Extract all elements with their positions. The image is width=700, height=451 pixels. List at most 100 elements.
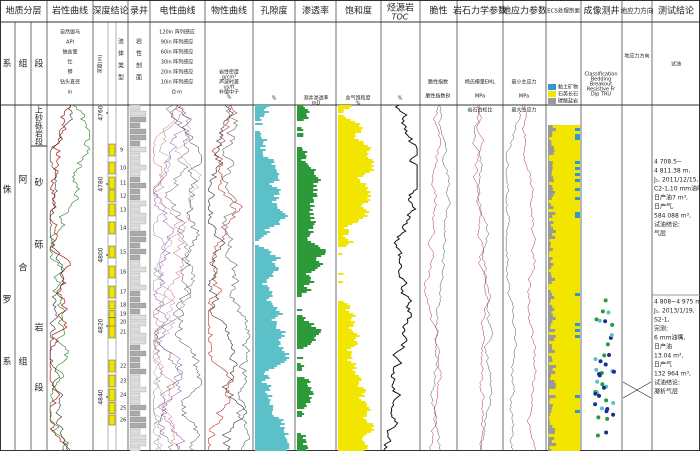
ecs-clay	[548, 368, 553, 371]
ecs-clay	[548, 305, 553, 308]
scale-label: MPa	[475, 94, 485, 100]
fill-bar	[338, 439, 363, 441]
layer-box	[108, 189, 116, 203]
fill-bar	[338, 163, 372, 165]
strata-label: 段	[34, 58, 43, 70]
fill-bar	[338, 437, 363, 439]
fill-bar	[297, 401, 311, 403]
fill-bar	[255, 369, 269, 371]
layer-number: 25	[120, 406, 126, 412]
fill-bar	[338, 241, 354, 243]
fill-bar	[297, 277, 311, 279]
fill-bar	[297, 189, 318, 191]
lith-block	[129, 194, 141, 201]
fill-bar	[338, 225, 349, 227]
layer-number: 21	[120, 330, 126, 336]
fill-bar	[255, 161, 275, 163]
lith-block	[129, 422, 147, 429]
fmi-dip	[604, 409, 609, 414]
log-curve	[472, 104, 491, 451]
fill-bar	[255, 433, 289, 435]
ecs-clay	[548, 173, 552, 176]
column-title: 地应力参数	[502, 5, 547, 17]
fill-bar	[338, 441, 365, 443]
fill-bar	[255, 363, 281, 365]
fill-bar	[338, 337, 356, 339]
lith-block	[129, 212, 147, 219]
ecs-clay	[548, 164, 553, 167]
scale-label: Classification	[584, 72, 617, 78]
fill-bar	[338, 425, 374, 427]
fill-bar	[297, 203, 310, 205]
log-curve	[423, 104, 442, 451]
fill-bar	[338, 309, 346, 311]
fill-bar	[255, 173, 280, 175]
lith-block	[129, 440, 147, 447]
fill-bar	[297, 227, 314, 229]
fill-bar	[255, 375, 269, 377]
fill-bar	[255, 261, 273, 263]
fill-bar	[255, 137, 262, 139]
ecs-clay	[548, 422, 550, 425]
fill-bar	[255, 135, 261, 137]
layer-number: 24	[120, 393, 126, 399]
fill-bar	[255, 191, 279, 193]
fill-bar	[338, 429, 374, 431]
fill-bar	[338, 317, 352, 319]
fill-bar	[255, 315, 278, 317]
ecs-legend-label: 黏土矿物	[558, 84, 578, 91]
scale-label: 地应力方向	[624, 53, 649, 60]
test-text: 132 964 m³,	[654, 371, 691, 378]
fill-bar	[255, 419, 284, 421]
scale-label: Breakout	[590, 82, 612, 88]
lith-block	[129, 356, 141, 363]
fill-bar	[338, 449, 365, 451]
fill-bar	[297, 325, 312, 327]
fill-bar	[338, 347, 352, 349]
fill-bar	[255, 255, 276, 257]
fill-bar	[255, 449, 287, 451]
strata-name: 砾	[34, 239, 43, 251]
lith-block	[129, 332, 147, 339]
fill-bar	[338, 371, 356, 373]
lith-block	[129, 272, 141, 279]
fmi-dip	[605, 416, 610, 421]
ecs-clay	[548, 191, 556, 194]
column-title: 岩性曲线	[52, 5, 88, 17]
fill-bar	[338, 377, 361, 379]
vertical-label: 流	[118, 38, 124, 46]
test-text: J₁, 2011/12/15,	[653, 177, 699, 184]
fill-bar	[338, 399, 362, 401]
fill-bar	[255, 197, 279, 199]
fmi-dip	[611, 412, 616, 417]
ecs-clay	[548, 200, 549, 203]
ecs-clay	[548, 170, 552, 173]
layer-number: 12	[120, 194, 126, 200]
ecs-legend-label: 石英长石	[558, 91, 578, 98]
depth-label: 4840	[98, 389, 105, 404]
fill-bar	[255, 107, 267, 109]
fill-bar	[297, 337, 315, 339]
fill-bar	[338, 237, 346, 239]
lith-block	[129, 116, 147, 123]
stress-rose	[622, 381, 652, 399]
fill-bar	[297, 367, 302, 369]
fill-bar	[255, 357, 290, 359]
lith-block	[129, 374, 141, 381]
layer-box	[108, 265, 116, 279]
ecs-carb	[575, 173, 580, 176]
fmi-dip	[603, 362, 608, 367]
fill-bar	[255, 231, 270, 233]
fill-bar	[338, 431, 372, 433]
fill-bar	[255, 199, 277, 201]
column-title: 孔隙度	[260, 5, 287, 17]
ecs-clay	[548, 446, 550, 449]
ecs-clay	[548, 410, 552, 413]
fill-bar	[297, 435, 306, 437]
fmi-dip	[606, 310, 611, 315]
fmi-dip	[598, 359, 603, 364]
fill-bar	[338, 229, 349, 231]
fill-bar	[297, 249, 326, 251]
ecs-clay	[548, 275, 552, 278]
ecs-clay	[548, 230, 556, 233]
